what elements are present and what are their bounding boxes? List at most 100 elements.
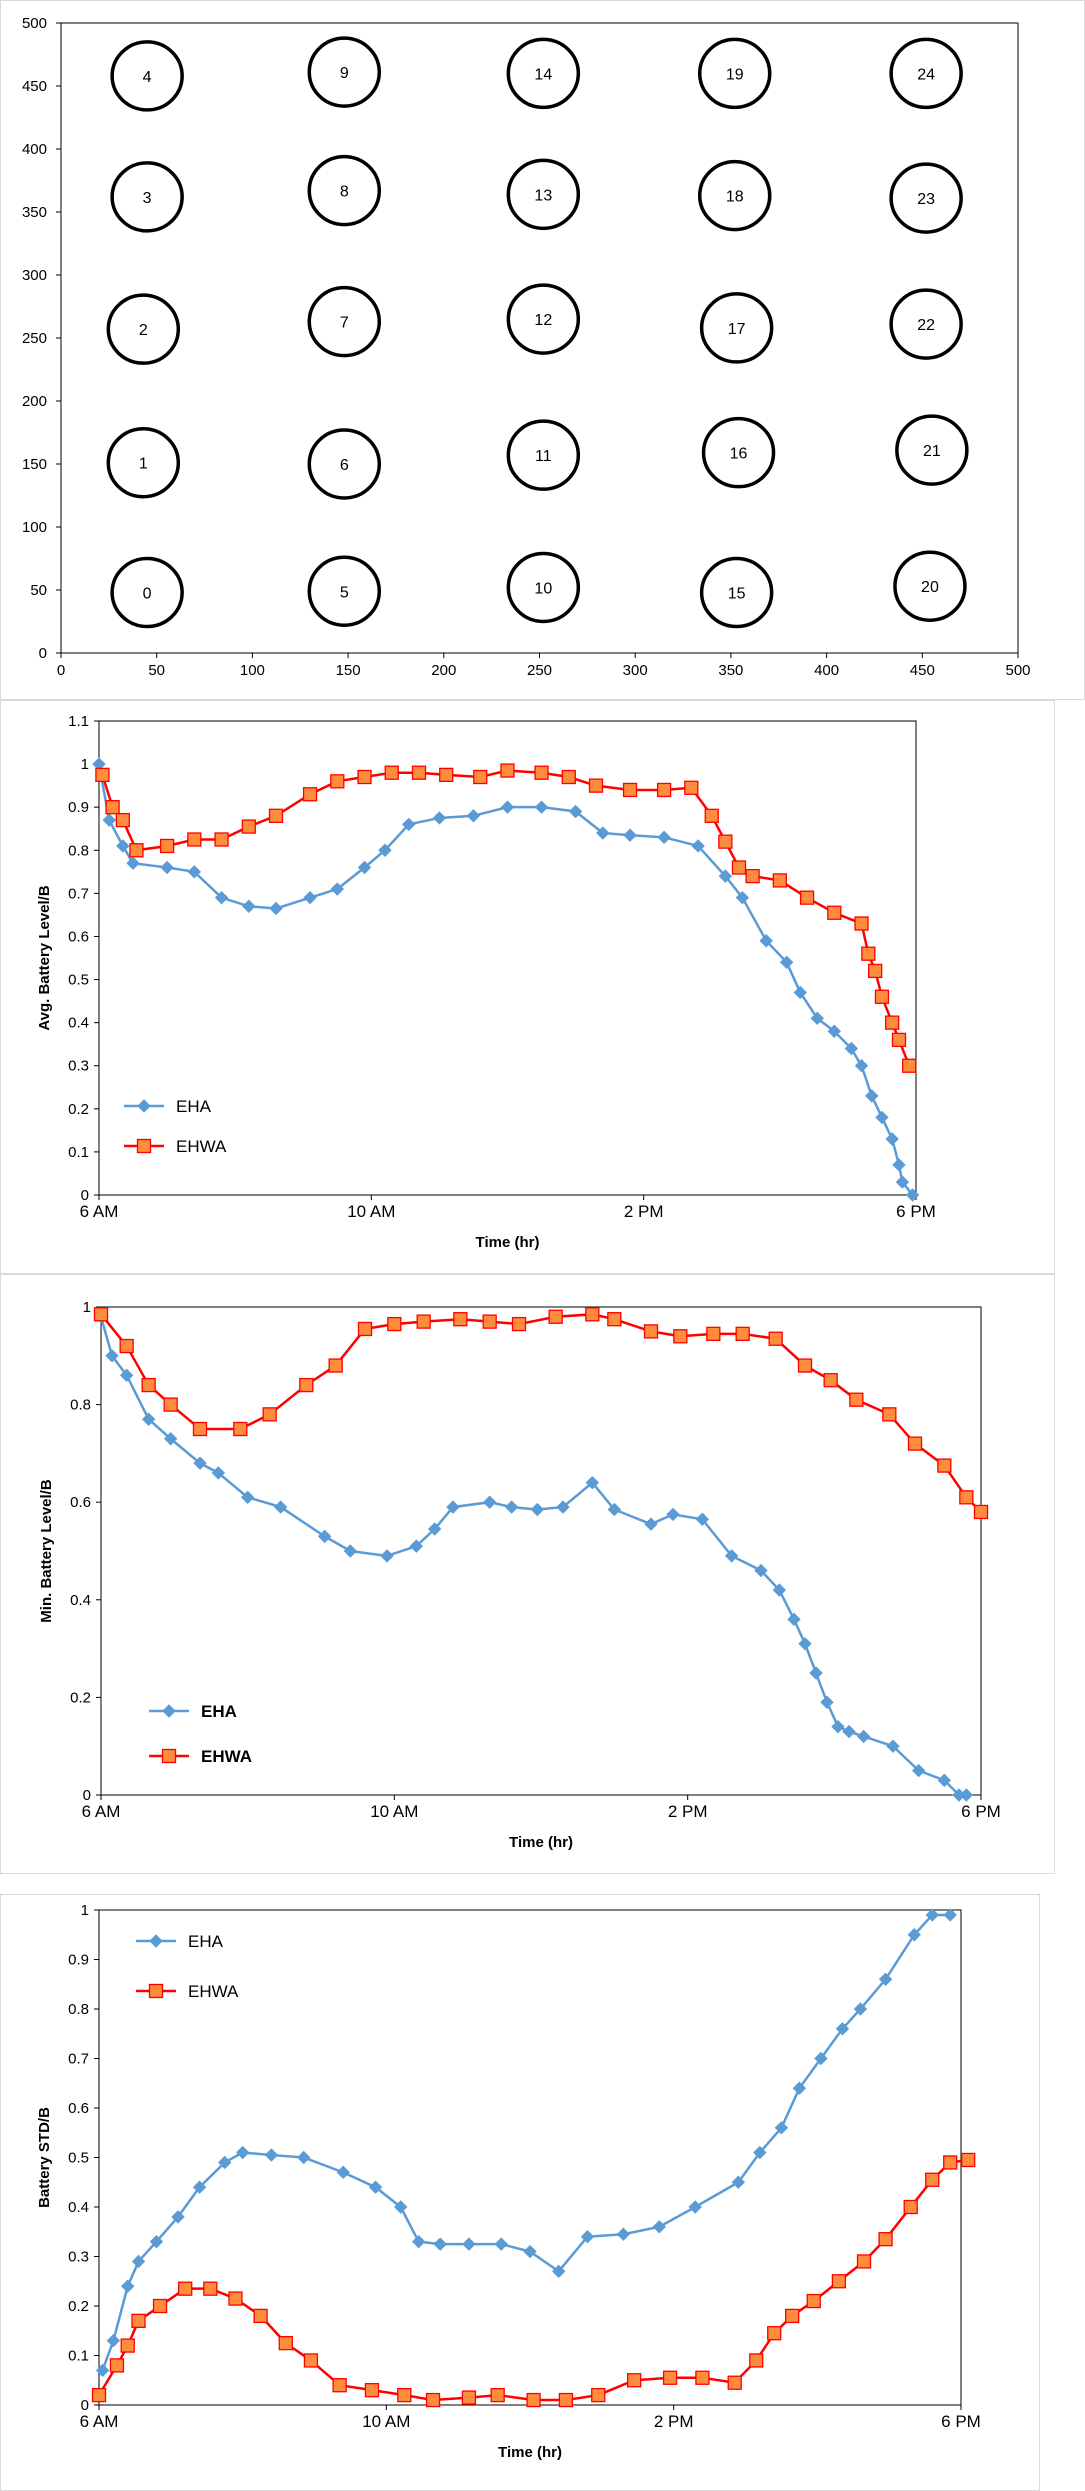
eha-point	[798, 1637, 812, 1651]
eha-point	[218, 2155, 232, 2170]
eha-point	[409, 1539, 424, 1553]
ehwa-point	[903, 2199, 918, 2215]
eha-point	[827, 1024, 842, 1038]
ehwa-point	[643, 1324, 659, 1339]
eha-point	[616, 2227, 631, 2241]
ehwa-point	[768, 1331, 783, 1346]
node-circle	[699, 292, 774, 364]
eha-point	[905, 1188, 920, 1202]
ehwa-point	[332, 2378, 347, 2393]
ehwa-point	[745, 868, 760, 884]
node-label: 16	[730, 446, 748, 463]
ehwa-point	[785, 2308, 800, 2324]
eha-point	[688, 2200, 702, 2214]
eha-point	[792, 2081, 807, 2095]
ehwa-point	[749, 2353, 764, 2368]
ehwa-point	[120, 2338, 135, 2353]
node-circle	[307, 285, 382, 358]
node-label: 3	[143, 190, 152, 207]
ehwa-point	[622, 782, 638, 798]
y-tick-label: 0.5	[68, 972, 89, 989]
eha-point	[380, 1549, 394, 1563]
eha-point	[856, 1729, 871, 1744]
x-axis-title: Time (hr)	[509, 1834, 573, 1851]
node-label: 6	[340, 457, 349, 474]
ehwa-point	[328, 1358, 343, 1373]
node-label: 8	[340, 184, 349, 201]
y-axis-title: Avg. Battery Level/B	[36, 885, 53, 1030]
x-tick-label: 2 PM	[654, 2412, 694, 2431]
eha-point	[269, 901, 283, 916]
ehwa-point	[303, 2353, 319, 2368]
eha-point	[779, 955, 794, 970]
eha-point	[854, 1059, 869, 1073]
avg-battery-chart-panel: 0 0.1 0.2 0.3 0.4 0.5 0.6 0.7 0.8 0.9 1 1.1 6 AM 10 A…	[0, 700, 1055, 1274]
eha-point	[943, 1908, 957, 1922]
node-label: 22	[917, 317, 935, 334]
y-tick-label: 0	[81, 2397, 89, 2414]
eha-point	[187, 865, 202, 879]
y-tick-label: 1.1	[68, 713, 89, 730]
eha-point	[774, 2121, 789, 2135]
y-tick-label: 0.8	[68, 2001, 89, 2018]
eha-point	[482, 1495, 497, 1509]
node-circle	[697, 159, 772, 232]
ehwa-point	[397, 2387, 412, 2403]
y-tick-label: 0.6	[68, 2100, 89, 2117]
eha-point	[466, 809, 481, 823]
ehwa-point	[662, 2370, 678, 2385]
node-circle	[506, 551, 581, 624]
ehwa-point	[874, 989, 890, 1004]
x-tick-label: 400	[814, 662, 839, 679]
ehwa-point	[882, 1407, 897, 1422]
x-tick-label: 100	[240, 662, 265, 679]
eha-point	[959, 1788, 974, 1802]
node-circle	[106, 293, 181, 365]
ehwa-point	[943, 2155, 958, 2170]
ehwa-point	[799, 890, 815, 905]
x-tick-label: 10 AM	[347, 1202, 395, 1221]
eha-point	[691, 839, 705, 853]
ehwa-point	[656, 782, 672, 798]
ehwa-point	[131, 2313, 146, 2329]
eha-point	[119, 1368, 134, 1383]
node-label: 21	[923, 443, 941, 460]
node-label: 2	[139, 322, 148, 339]
x-tick-label: 2 PM	[668, 1802, 708, 1821]
y-tick-label: 50	[30, 582, 47, 599]
ehwa-point	[192, 1421, 208, 1437]
node-circle	[699, 556, 774, 629]
eha-point	[494, 2237, 508, 2251]
eha-point	[865, 1089, 879, 1103]
eha-point	[580, 2229, 595, 2244]
eha-point	[607, 1502, 622, 1517]
eha-point	[149, 2234, 164, 2249]
legend-label: EHWA	[176, 1137, 227, 1156]
ehwa-point	[425, 2392, 441, 2408]
ehwa-point	[411, 765, 427, 780]
ehwa-point	[357, 769, 372, 785]
ehwa-point	[262, 1407, 277, 1422]
eha-point	[666, 1507, 680, 1522]
eha-point	[568, 804, 583, 819]
eha-point	[95, 2363, 110, 2378]
std-battery-chart: 0 0.1 0.2 0.3 0.4 0.5 0.6 0.7 0.8 0.9 1 6 AM 10 AM 2 …	[36, 1902, 981, 2461]
y-tick-label: 0.6	[68, 928, 89, 945]
ehwa-point	[534, 765, 549, 780]
node-circle	[307, 555, 382, 628]
eha-point	[500, 800, 515, 814]
node-label: 10	[534, 580, 552, 597]
ehwa-point	[891, 1032, 907, 1048]
node-label: 12	[534, 312, 552, 329]
ehwa-point	[384, 765, 399, 780]
x-tick-label: 250	[527, 662, 552, 679]
node-circle	[889, 288, 963, 360]
node-label: 5	[340, 584, 349, 601]
y-tick-label: 400	[22, 141, 47, 158]
eha-point	[330, 882, 344, 896]
eha-point	[623, 828, 637, 842]
y-axis-title: Battery STD/B	[36, 2107, 53, 2208]
node-circle	[307, 428, 382, 500]
y-tick-label: 0.9	[68, 1952, 89, 1969]
legend-marker-ehwa	[136, 1138, 152, 1154]
